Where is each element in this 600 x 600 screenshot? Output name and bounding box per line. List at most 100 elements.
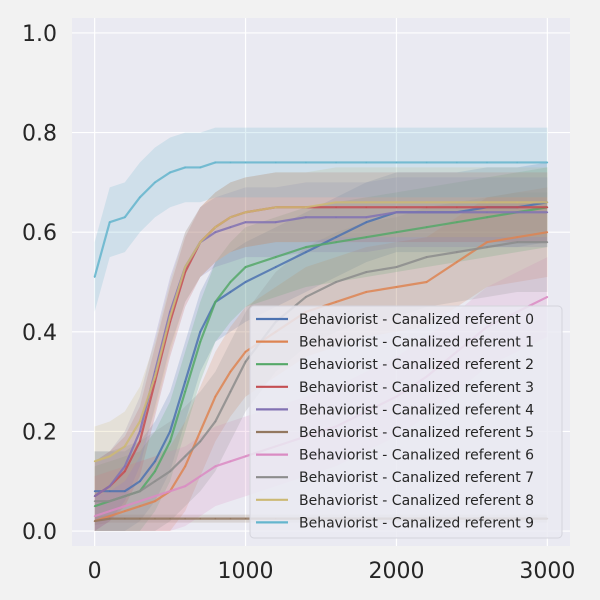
series-band-9 [94,127,548,312]
data-point-8-1 [108,455,111,458]
data-point-1-3 [139,505,141,507]
data-point-4-2 [124,465,126,468]
series-band-1 [94,187,548,532]
data-point-0-11 [274,266,277,268]
data-point-6-8 [214,465,217,468]
data-point-1-4 [154,500,156,502]
data-point-8-14 [365,201,368,204]
data-point-8-4 [154,375,156,378]
data-point-4-18 [486,211,488,214]
legend-label-4: Behaviorist - Canalized referent 4 [299,402,534,418]
data-point-8-18 [486,201,488,204]
data-point-2-6 [184,390,186,393]
data-point-3-20 [546,206,549,209]
data-point-7-14 [365,271,368,273]
data-point-1-6 [184,465,186,468]
data-point-7-15 [395,266,398,268]
data-point-9-3 [139,196,141,199]
data-point-9-0 [93,276,96,278]
data-point-1-9 [229,370,232,373]
data-point-8-5 [169,316,171,318]
data-point-8-10 [244,211,247,214]
data-point-6-5 [169,490,171,493]
data-point-5-9 [229,517,232,520]
series-lines [93,161,549,523]
data-point-8-2 [124,445,126,448]
data-point-6-1 [108,510,111,512]
data-point-4-17 [456,211,458,214]
data-point-7-10 [244,360,247,363]
data-point-7-19 [516,241,518,243]
data-point-5-3 [139,517,141,520]
data-point-2-18 [486,216,488,219]
data-point-9-5 [169,171,171,174]
data-point-3-14 [365,206,368,209]
data-point-1-7 [199,430,202,433]
data-point-8-3 [139,420,141,423]
y-tick-label: 0.0 [22,520,57,545]
data-point-5-7 [199,517,202,520]
data-point-6-0 [93,515,96,517]
data-point-0-0 [93,490,96,493]
x-tick-label: 0 [88,559,102,584]
legend-box [249,305,563,539]
data-point-8-11 [274,206,277,209]
data-point-7-8 [214,420,217,423]
data-point-4-3 [139,430,141,433]
data-point-1-15 [395,286,398,288]
data-point-2-16 [425,226,428,229]
data-point-4-16 [425,211,428,214]
data-point-0-5 [169,430,171,433]
data-point-8-9 [229,216,232,219]
data-point-7-2 [124,495,126,497]
data-point-8-0 [93,460,96,463]
data-point-1-10 [244,350,247,353]
y-tick-label: 0.4 [22,321,57,346]
data-point-2-7 [199,340,202,343]
data-point-0-10 [244,281,247,283]
legend: Behaviorist - Canalized referent 0 Behavi… [249,305,563,539]
data-point-7-20 [546,241,549,243]
data-point-5-6 [184,517,186,520]
legend-label-8: Behaviorist - Canalized referent 8 [299,493,534,509]
series-band-8 [94,167,548,497]
data-point-1-20 [546,231,549,233]
data-point-5-1 [108,517,111,520]
data-point-9-16 [425,161,428,164]
legend-label-5: Behaviorist - Canalized referent 5 [299,425,534,441]
data-point-9-9 [229,161,232,164]
legend-label-3: Behaviorist - Canalized referent 3 [299,380,534,396]
data-point-1-8 [214,395,217,398]
data-point-9-2 [124,216,126,219]
data-point-8-15 [395,201,398,204]
data-point-9-11 [274,161,277,164]
data-point-8-16 [425,201,428,204]
data-point-7-4 [154,480,156,483]
data-point-0-1 [108,490,111,493]
series-band-3 [94,172,548,532]
data-point-4-11 [274,221,277,224]
data-point-8-13 [335,201,337,204]
series-band-0 [94,162,548,532]
x-tick-label: 1000 [218,559,274,584]
data-point-1-1 [108,515,111,517]
y-tick-label: 0.2 [22,420,57,445]
data-point-9-6 [184,166,186,169]
data-point-0-14 [365,221,368,224]
data-point-2-8 [214,301,217,303]
y-tick-label: 0.8 [22,122,57,147]
data-point-2-15 [395,231,398,233]
legend-label-7: Behaviorist - Canalized referent 7 [299,470,534,486]
data-point-1-16 [425,281,428,283]
tick-labels: 0 1000 2000 3000 0.0 0.2 0.4 0.6 0.8 1.0 [22,22,575,584]
data-point-6-7 [199,475,202,478]
data-point-2-12 [305,246,307,248]
data-point-9-4 [154,181,156,184]
data-point-7-18 [486,246,488,248]
data-point-2-5 [169,440,171,443]
data-point-3-3 [139,440,141,443]
series-band-4 [94,177,548,532]
data-point-8-6 [184,266,186,268]
series-band-2 [94,167,548,532]
legend-label-0: Behaviorist - Canalized referent 0 [299,312,534,328]
